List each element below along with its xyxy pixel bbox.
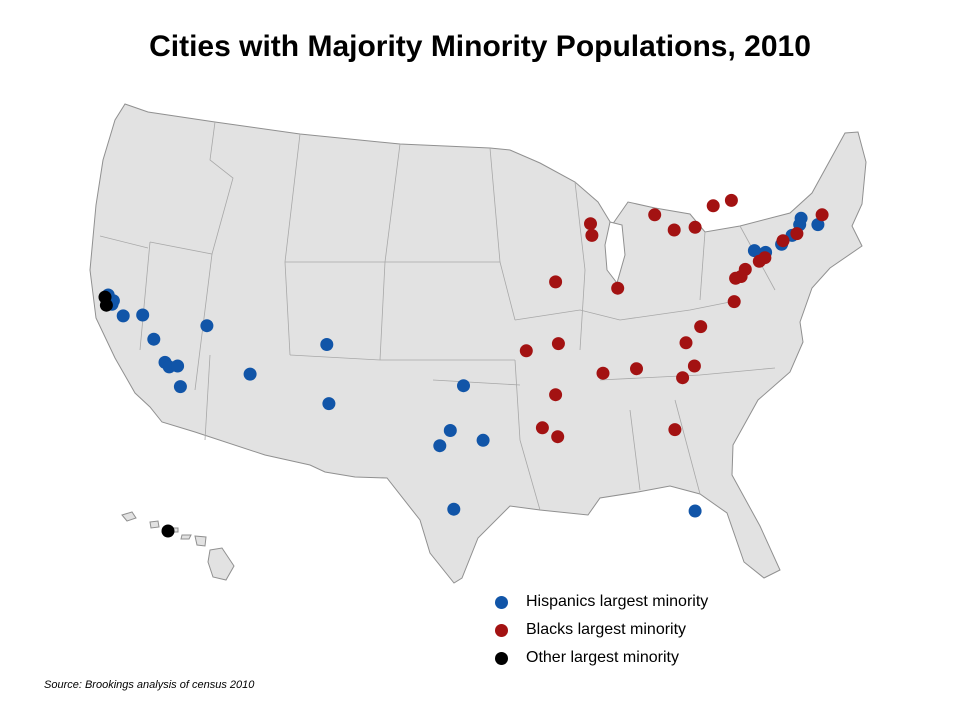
city-marker-hispanic [476, 433, 490, 447]
city-marker-black [790, 227, 804, 241]
city-marker-hispanic [811, 218, 825, 232]
city-marker-hispanic [688, 504, 702, 518]
city-marker-black [729, 271, 743, 285]
city-marker-black [724, 193, 738, 207]
legend-label-hispanic: Hispanics largest minority [526, 593, 709, 610]
legend: Hispanics largest minority Blacks larges… [495, 588, 708, 672]
city-marker-black [549, 388, 563, 402]
city-marker-black [706, 199, 720, 213]
city-marker-hispanic [136, 308, 150, 322]
city-marker-black [585, 228, 599, 242]
city-marker-other [161, 524, 175, 538]
city-marker-hispanic [200, 319, 214, 333]
legend-item-other: Other largest minority [495, 644, 708, 672]
city-marker-black [694, 320, 708, 334]
city-marker-black [584, 217, 597, 231]
us-landmass [89, 103, 867, 584]
city-marker-black [776, 234, 790, 248]
city-marker-black [679, 336, 693, 350]
city-marker-black [815, 208, 829, 222]
city-marker-other [99, 298, 113, 312]
map-title: Cities with Majority Minority Population… [149, 30, 811, 63]
hawaii [121, 511, 235, 581]
city-marker-black [535, 421, 549, 435]
city-marker-hispanic [116, 309, 130, 323]
city-marker-hispanic [147, 332, 161, 346]
city-marker-hispanic [173, 380, 187, 394]
city-marker-hispanic [322, 397, 336, 411]
city-marker-black [758, 251, 772, 265]
city-marker-black [687, 359, 701, 373]
city-marker-black [519, 344, 533, 358]
city-marker-black [668, 423, 682, 437]
city-marker-hispanic [447, 502, 461, 516]
city-marker-hispanic [457, 379, 470, 393]
legend-marker-other [495, 651, 508, 665]
city-marker-black [676, 371, 690, 385]
city-marker-hispanic [443, 424, 457, 437]
state-borders [99, 121, 776, 511]
city-marker-hispanic [243, 367, 257, 381]
city-marker-black [648, 208, 662, 222]
city-marker-black [688, 220, 702, 234]
city-marker-hispanic [747, 244, 761, 258]
city-marker-black [596, 366, 610, 380]
legend-marker-hispanic [495, 595, 508, 609]
city-marker-hispanic [320, 338, 334, 351]
legend-label-other: Other largest minority [526, 649, 679, 666]
legend-item-hispanic: Hispanics largest minority [495, 588, 708, 616]
city-marker-hispanic [433, 439, 447, 453]
city-marker-black [549, 275, 563, 289]
source-note: Source: Brookings analysis of census 201… [44, 679, 255, 691]
city-markers [98, 193, 829, 538]
city-marker-black [630, 362, 643, 376]
city-marker-black [667, 223, 681, 237]
legend-item-black: Blacks largest minority [495, 616, 708, 644]
city-marker-hispanic [171, 359, 185, 373]
city-marker-black [551, 430, 565, 444]
city-marker-black [727, 295, 741, 309]
legend-marker-black [495, 623, 508, 637]
city-marker-hispanic [794, 211, 808, 225]
city-marker-black [551, 337, 565, 351]
legend-label-black: Blacks largest minority [526, 621, 687, 638]
city-marker-black [611, 281, 625, 295]
